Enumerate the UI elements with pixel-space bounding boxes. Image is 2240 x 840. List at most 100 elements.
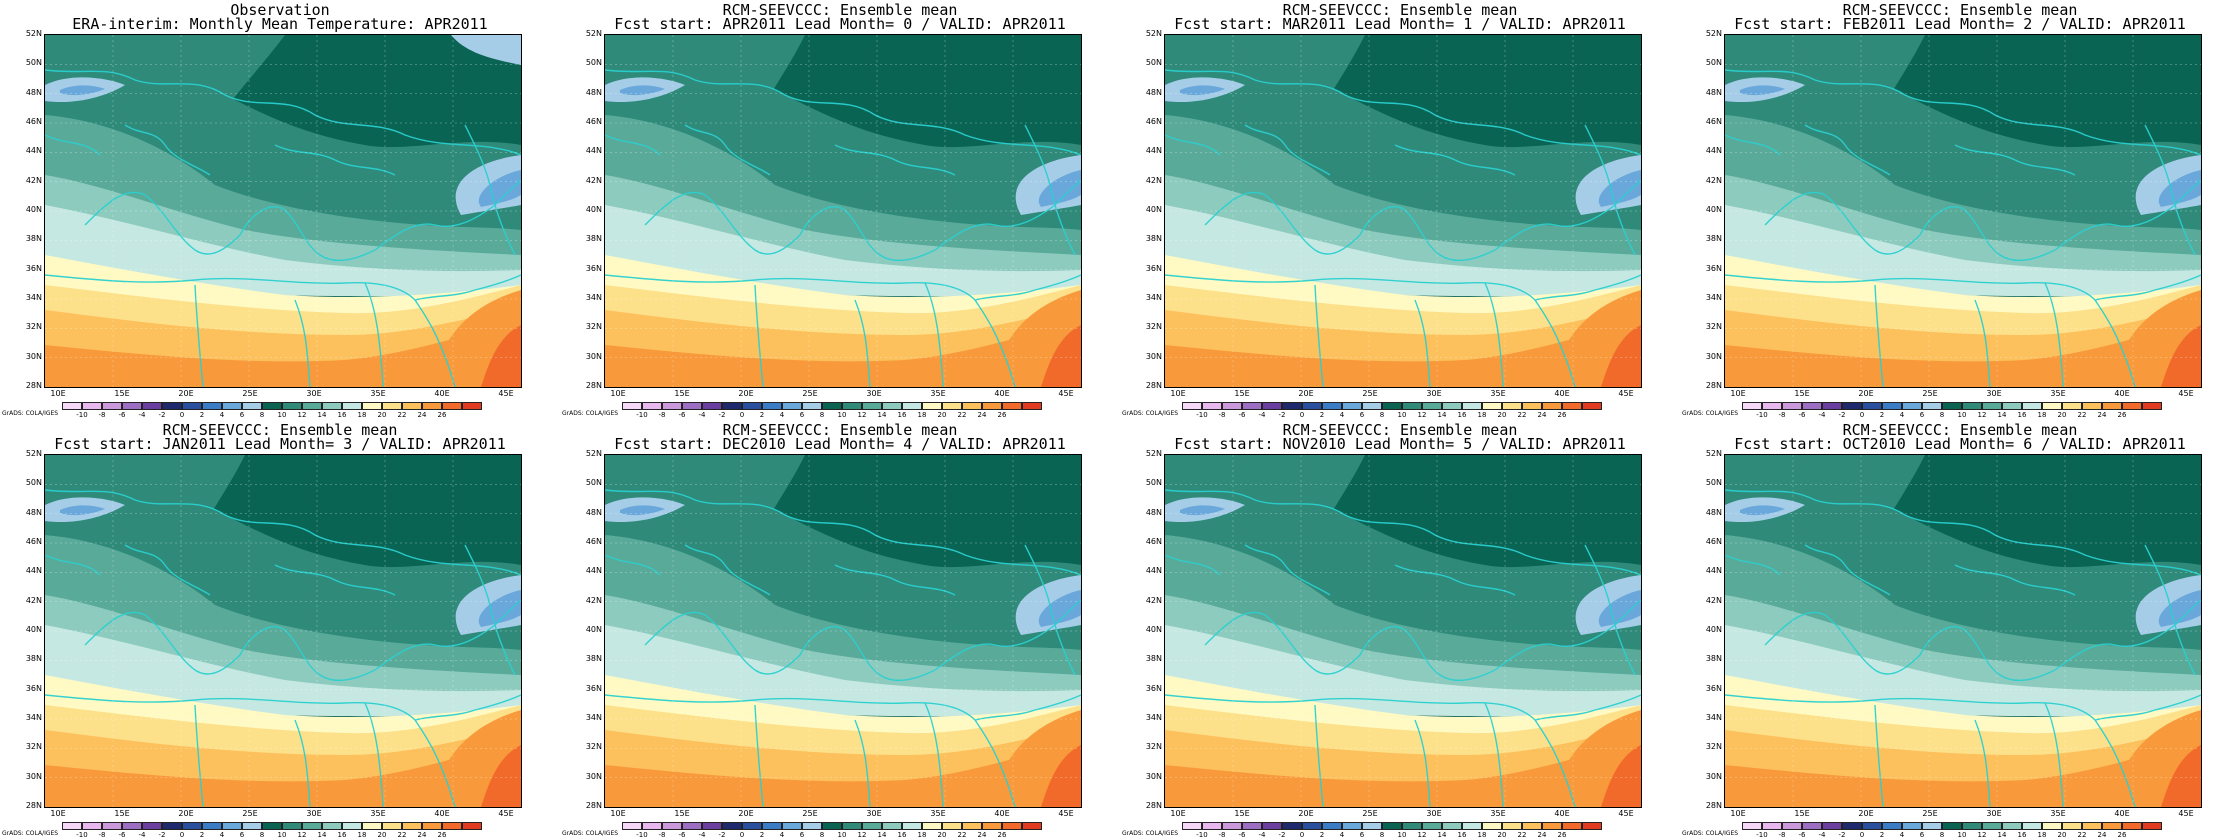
longitude-tick: 30E <box>1986 389 2002 398</box>
colorbar-label: -4 <box>138 831 146 839</box>
colorbar-swatch <box>2022 402 2042 410</box>
latitude-tick: 40N <box>1145 625 1162 634</box>
colorbar-label: 10 <box>837 411 847 419</box>
colorbar-swatch <box>2062 822 2082 830</box>
latitude-tick: 30N <box>25 351 42 361</box>
longitude-tick: 25E <box>242 809 258 818</box>
colorbar-label: 16 <box>1457 831 1467 839</box>
latitude-tick: 38N <box>585 654 602 664</box>
latitude-tick: 28N <box>585 801 602 810</box>
colorbar-swatch <box>1962 402 1982 410</box>
colorbar-label: 12 <box>1977 411 1987 419</box>
colorbar-label: 2 <box>759 411 765 419</box>
colorbar-label: 16 <box>897 831 907 839</box>
colorbar-swatch <box>142 402 162 410</box>
colorbar-swatch <box>922 822 942 830</box>
colorbar-label: 20 <box>1497 411 1507 419</box>
colorbar-swatch <box>442 822 462 830</box>
colorbar-label: 10 <box>1397 831 1407 839</box>
colorbar-swatch <box>242 402 262 410</box>
latitude-tick: 34N <box>585 713 602 722</box>
colorbar-label: 20 <box>2057 831 2067 839</box>
latitude-tick: 46N <box>1705 537 1722 546</box>
colorbar-label: 20 <box>937 831 947 839</box>
longitude-tick: 40E <box>994 809 1010 818</box>
colorbar-swatch <box>722 402 742 410</box>
colorbar-label: 18 <box>1477 831 1487 839</box>
colorbar-label: -4 <box>1818 831 1826 839</box>
colorbar-label: 18 <box>357 411 367 419</box>
colorbar-label: 2 <box>1879 831 1885 839</box>
colorbar-swatch <box>742 822 762 830</box>
colorbar-label: 22 <box>397 411 407 419</box>
colorbar-label: 24 <box>1537 411 1547 419</box>
colorbar-swatch <box>1862 822 1882 830</box>
latitude-tick: 40N <box>585 625 602 634</box>
latitude-tick: 48N <box>585 507 602 517</box>
latitude-tick: 44N <box>25 566 42 576</box>
colorbar-swatch <box>942 402 962 410</box>
colorbar-label: 12 <box>297 411 307 419</box>
colorbar-label: 24 <box>2097 831 2107 839</box>
colorbar-swatch <box>202 402 222 410</box>
colorbar-label: 6 <box>1919 411 1925 419</box>
panel-title: RCM-SEEVCCC: Ensemble mean <box>162 421 398 439</box>
colorbar-label: 8 <box>1939 411 1945 419</box>
latitude-tick: 44N <box>1145 146 1162 156</box>
longitude-tick: 45E <box>1618 809 1634 818</box>
latitude-tick: 48N <box>25 87 42 97</box>
colorbar-swatch <box>1582 402 1602 410</box>
colorbar: -10 -8 -6 -4 -2 0 2 4 6 8 10 12 14 16 18 20 22 24 26 <box>622 402 1042 419</box>
colorbar-swatch <box>362 822 382 830</box>
colorbar-label: 22 <box>957 411 967 419</box>
colorbar-label: -4 <box>138 411 146 419</box>
latitude-tick: 38N <box>585 234 602 244</box>
colorbar-label: -10 <box>76 831 88 839</box>
latitude-tick: 30N <box>585 771 602 781</box>
colorbar-swatch <box>1522 402 1542 410</box>
colorbar-swatch <box>1802 402 1822 410</box>
latitude-tick: 46N <box>1705 117 1722 126</box>
colorbar-label: 0 <box>739 411 745 419</box>
latitude-tick: 40N <box>25 205 42 214</box>
colorbar-swatch <box>1322 402 1342 410</box>
colorbar-swatch <box>842 822 862 830</box>
colorbar-label: 26 <box>2117 411 2127 419</box>
colorbar-label: 12 <box>1977 831 1987 839</box>
colorbar-label: 0 <box>1299 831 1305 839</box>
colorbar-label: 10 <box>1957 411 1967 419</box>
colorbar-swatch <box>882 822 902 830</box>
colorbar-swatch <box>1942 402 1962 410</box>
latitude-tick: 40N <box>1705 205 1722 214</box>
colorbar-swatch <box>2042 822 2062 830</box>
colorbar-label: -6 <box>1798 411 1806 419</box>
longitude-tick: 20E <box>1858 809 1874 818</box>
latitude-tick: 34N <box>1705 293 1722 302</box>
colorbar-label: 20 <box>1497 831 1507 839</box>
latitude-tick: 28N <box>1705 381 1722 390</box>
longitude-tick: 35E <box>1490 389 1506 398</box>
colorbar-swatch <box>182 402 202 410</box>
colorbar-swatch <box>122 822 142 830</box>
colorbar-label: -8 <box>658 411 666 419</box>
panel-subtitle: Fcst start: OCT2010 Lead Month= 6 / VALI… <box>1734 435 2186 453</box>
colorbar-swatch <box>222 822 242 830</box>
colorbar-label: 6 <box>799 411 805 419</box>
longitude-tick: 10E <box>610 809 626 818</box>
latitude-tick: 40N <box>1705 625 1722 634</box>
colorbar-swatch <box>1362 402 1382 410</box>
colorbar-label: 18 <box>1477 411 1487 419</box>
latitude-tick: 42N <box>1145 175 1162 185</box>
grads-credit: GrADS: COLA/IGES <box>562 830 619 837</box>
panel-title: Observation <box>230 1 330 19</box>
colorbar-label: -6 <box>678 411 686 419</box>
colorbar-swatch <box>1442 402 1462 410</box>
colorbar-label: -10 <box>1756 831 1768 839</box>
colorbar-label: -6 <box>1238 831 1246 839</box>
colorbar-swatch <box>1902 822 1922 830</box>
colorbar-swatch <box>1482 822 1502 830</box>
latitude-tick: 34N <box>25 293 42 302</box>
colorbar-label: 8 <box>259 831 265 839</box>
longitude-tick: 45E <box>1618 389 1634 398</box>
colorbar-swatch <box>1302 402 1322 410</box>
